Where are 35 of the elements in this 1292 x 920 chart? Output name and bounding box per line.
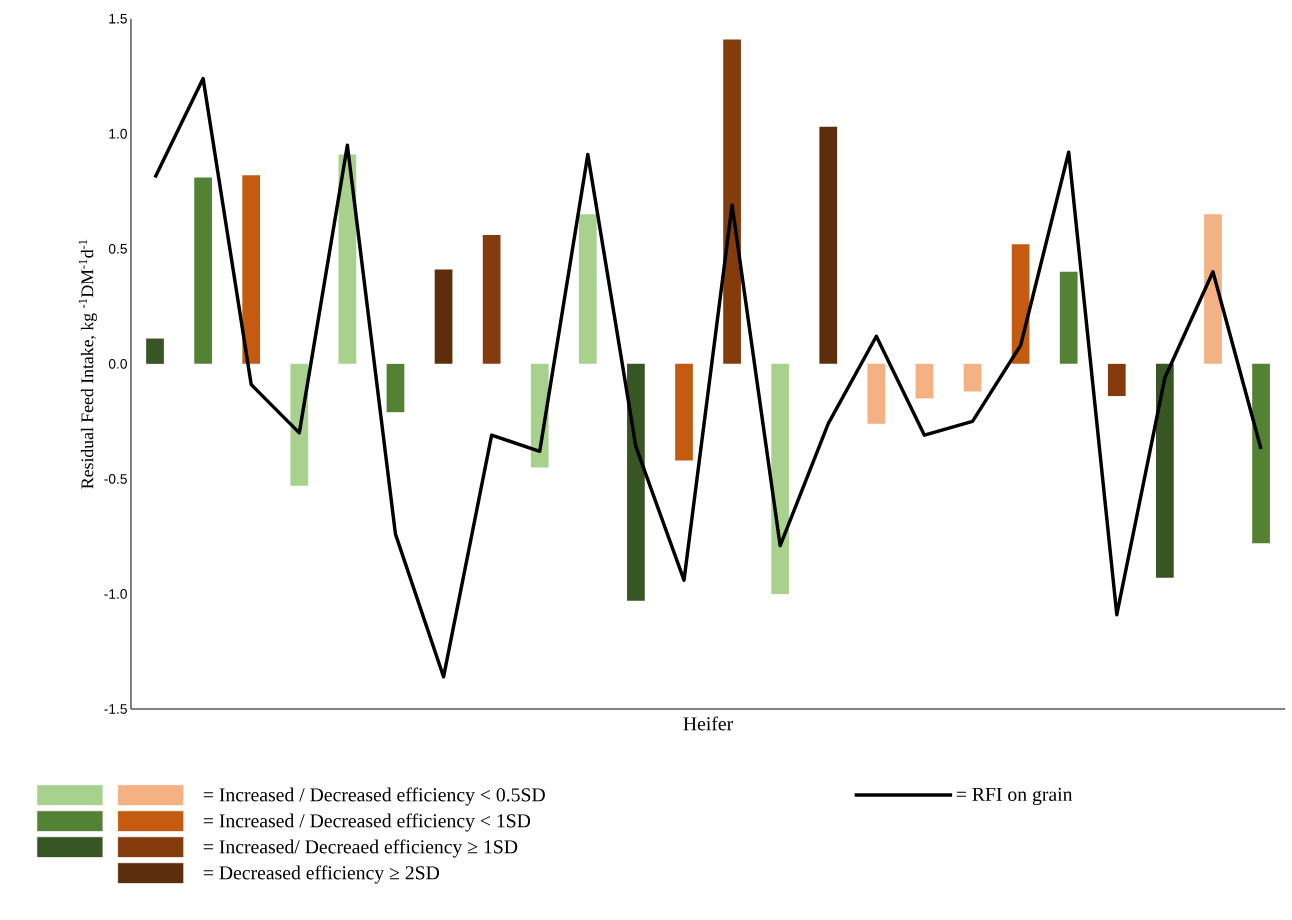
bar: [386, 363, 405, 413]
bar: [1107, 363, 1126, 397]
y-tick-label: 1.5: [109, 14, 127, 24]
y-tick-label: 1.0: [109, 128, 127, 139]
x-axis-title: Heifer: [683, 716, 734, 731]
bar: [1059, 271, 1078, 364]
y-axis-title: Residual Feed Intake, kg $^{-1}$DM$^{-1}$d$^{-1}$: [78, 239, 97, 489]
bar: [1252, 363, 1270, 544]
bar: [963, 363, 982, 392]
legend-label: = Increased / Decreased efficiency < 1SD: [203, 813, 531, 832]
bar: [434, 269, 453, 364]
y-tick-label: -0.5: [104, 474, 127, 484]
bar: [771, 363, 790, 595]
y-tick-label: -1.0: [104, 589, 127, 599]
y-tick-label: 0.0: [108, 359, 127, 369]
bar: [819, 126, 838, 364]
legend-label: = Increased / Decreased efficiency < 0.5SD: [203, 787, 545, 806]
bar: [675, 363, 693, 461]
bar: [723, 39, 741, 364]
bar: [915, 363, 934, 399]
bar: [146, 338, 164, 364]
legend-label: = RFI on grain: [956, 787, 1073, 806]
bar: [1204, 214, 1222, 364]
bar: [242, 175, 261, 364]
bar: [867, 363, 886, 424]
y-tick-label: -1.5: [104, 704, 127, 714]
bar: [578, 214, 597, 364]
legend-label: = Increased/ Decreaed efficiency ≥ 1SD: [203, 839, 518, 858]
bar: [627, 363, 645, 601]
bar: [482, 235, 501, 364]
legend-label: = Decreased efficiency ≥ 2SD: [203, 865, 440, 884]
line-series: [153, 76, 1263, 679]
bar: [1156, 363, 1174, 578]
y-tick-label: 0.5: [108, 244, 127, 254]
bar: [194, 177, 212, 364]
